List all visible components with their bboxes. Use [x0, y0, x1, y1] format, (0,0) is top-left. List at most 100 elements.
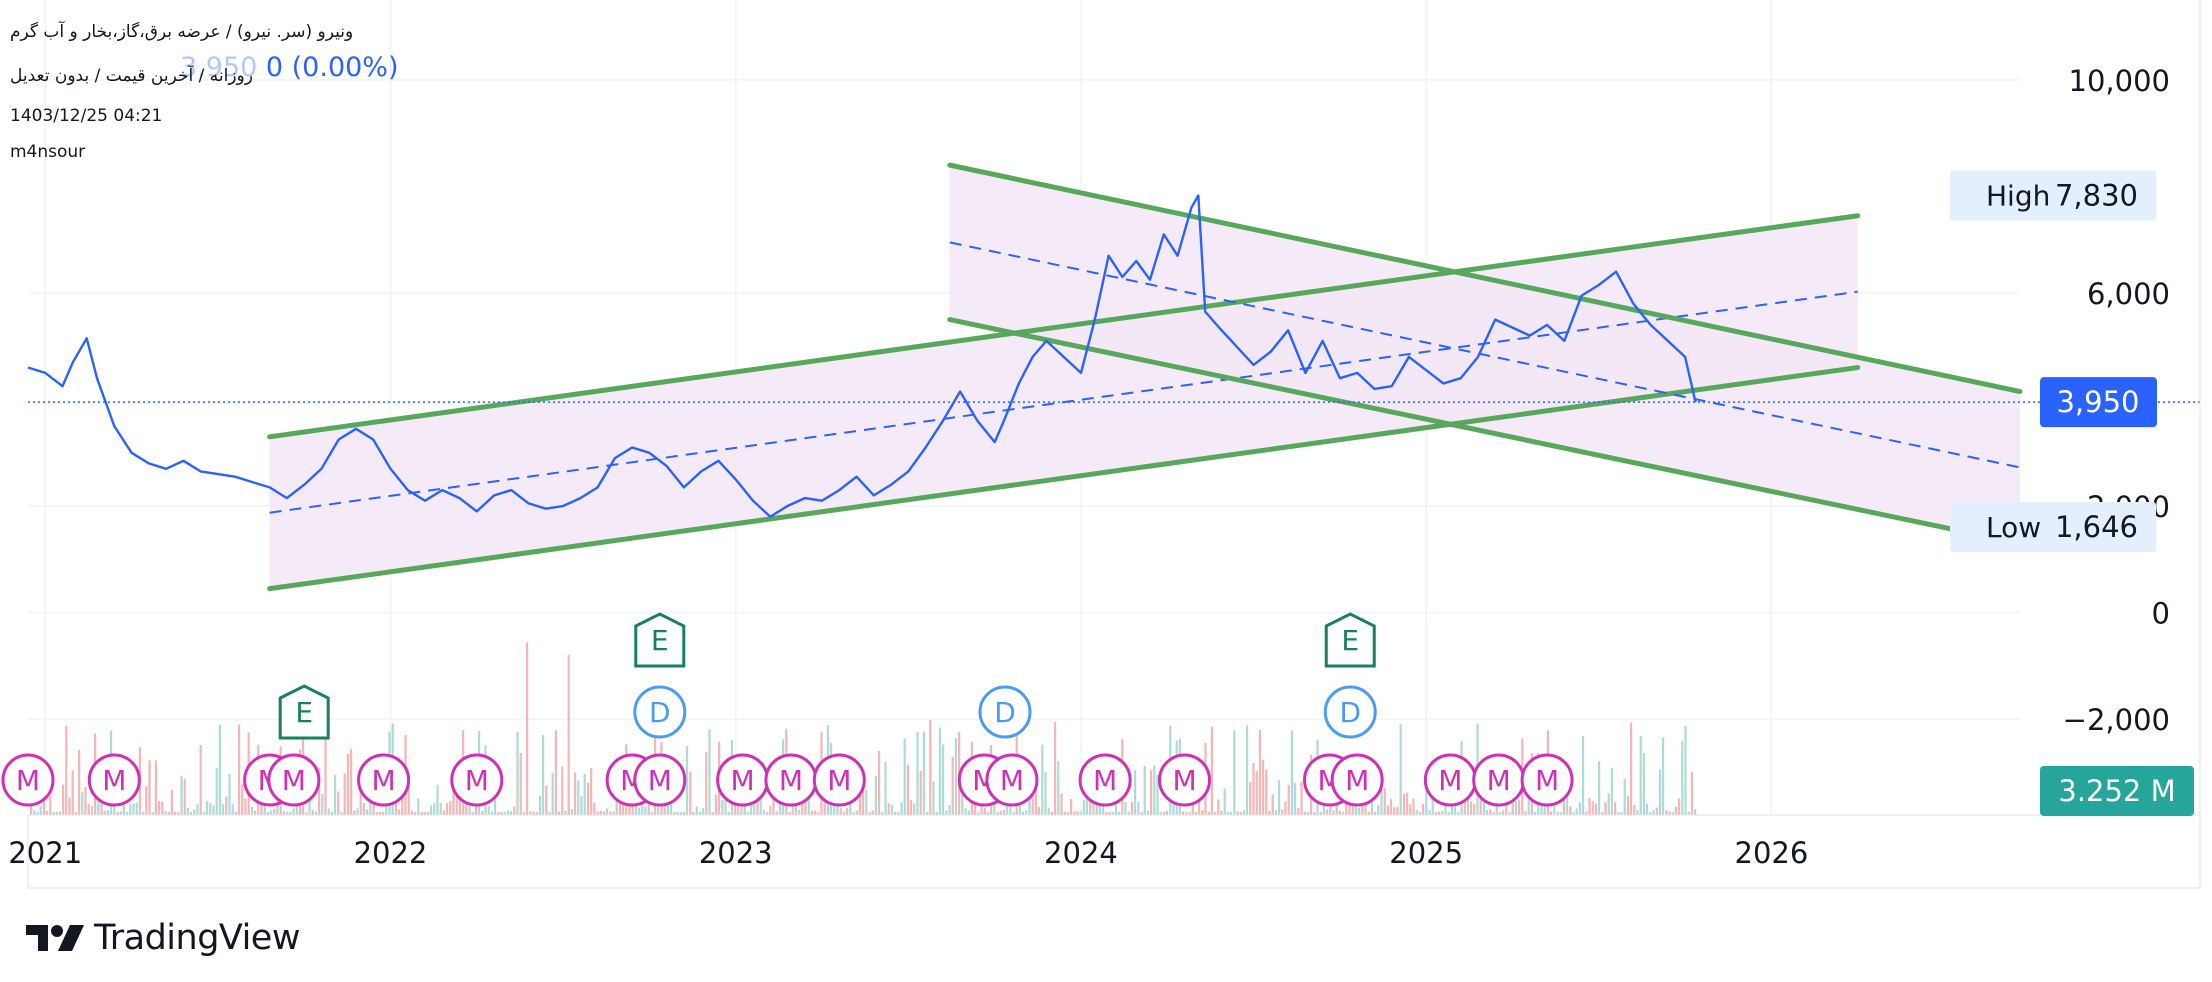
- volume-bar: [1434, 811, 1437, 815]
- meeting-marker[interactable]: M: [633, 753, 687, 807]
- dividend-marker-label: D: [994, 696, 1016, 729]
- volume-bar: [330, 811, 333, 815]
- volume-bar: [1031, 786, 1034, 815]
- volume-bar: [1646, 803, 1649, 815]
- volume-bar: [158, 801, 161, 815]
- meeting-marker[interactable]: M: [1520, 753, 1574, 807]
- meeting-marker[interactable]: M: [1330, 753, 1384, 807]
- volume-bar: [1681, 740, 1684, 815]
- volume-bar: [1345, 800, 1348, 815]
- dividend-marker[interactable]: D: [633, 685, 687, 739]
- volume-bar: [1409, 804, 1412, 815]
- meeting-marker[interactable]: M: [87, 753, 141, 807]
- volume-bar: [1361, 801, 1364, 815]
- meeting-marker[interactable]: M: [267, 753, 321, 807]
- volume-bar: [497, 811, 500, 815]
- volume-bar: [49, 796, 52, 815]
- meeting-marker[interactable]: M: [1472, 753, 1526, 807]
- earnings-marker[interactable]: E: [634, 612, 686, 668]
- volume-bar: [759, 795, 762, 815]
- trend-channels[interactable]: [267, 162, 2023, 592]
- volume-bar: [1662, 737, 1665, 815]
- meeting-marker[interactable]: M: [812, 753, 866, 807]
- volume-bar: [503, 812, 506, 815]
- volume-bar: [55, 811, 58, 815]
- volume-bar: [692, 811, 695, 815]
- volume-bar: [644, 806, 647, 815]
- volume-bar: [1233, 730, 1236, 815]
- volume-bar: [922, 731, 925, 815]
- earnings-marker[interactable]: E: [278, 684, 330, 740]
- meeting-marker[interactable]: M: [764, 753, 818, 807]
- dividend-marker[interactable]: D: [1323, 685, 1377, 739]
- volume-bar: [1690, 772, 1693, 815]
- volume-bar: [369, 795, 372, 815]
- meeting-marker-shape: [87, 753, 141, 807]
- volume-bar: [289, 811, 292, 815]
- volume-bar: [810, 810, 813, 815]
- volume-bar: [311, 810, 314, 815]
- meeting-marker[interactable]: M: [1, 753, 55, 807]
- volume-bar: [1594, 803, 1597, 815]
- volume-bar: [97, 801, 100, 815]
- meeting-marker[interactable]: M: [357, 753, 411, 807]
- y-tick-label: 6,000: [2087, 277, 2170, 311]
- volume-bar: [788, 811, 791, 815]
- volume-bar: [1540, 798, 1543, 815]
- volume-bar: [423, 811, 426, 815]
- volume-bar: [1601, 811, 1604, 815]
- dividend-marker[interactable]: D: [978, 685, 1032, 739]
- volume-bar: [676, 811, 679, 815]
- channel-2-upper-line[interactable]: [947, 162, 2023, 395]
- volume-bar: [1559, 811, 1562, 815]
- volume-bar: [615, 800, 618, 815]
- volume-bar: [570, 809, 573, 815]
- volume-bar: [1422, 803, 1425, 815]
- volume-bar: [1674, 806, 1677, 815]
- meeting-marker[interactable]: M: [1423, 753, 1477, 807]
- volume-bar: [702, 807, 705, 815]
- channel-1-lower-line[interactable]: [267, 365, 1861, 592]
- volume-bar: [574, 772, 577, 815]
- low-badge: Low 1,646: [1950, 502, 2156, 552]
- meeting-marker-label: M: [102, 764, 126, 797]
- tradingview-logo[interactable]: TradingView: [26, 918, 300, 958]
- volume-bar: [382, 811, 385, 815]
- volume-bar: [266, 811, 269, 815]
- meeting-marker[interactable]: M: [985, 753, 1039, 807]
- event-markers[interactable]: EEEDDDMMMMMMMMMMMMMMMMMMMM: [1, 612, 1574, 807]
- volume-bar: [801, 801, 804, 815]
- channel-2-lower-line[interactable]: [947, 317, 2023, 546]
- volume-bar: [1137, 802, 1140, 815]
- meeting-marker[interactable]: M: [1158, 753, 1212, 807]
- volume-bar: [1588, 798, 1591, 815]
- volume-bar: [1342, 811, 1345, 815]
- meeting-marker[interactable]: M: [450, 753, 504, 807]
- volume-bar: [532, 811, 535, 815]
- volume-bar: [942, 744, 945, 815]
- volume-bar: [231, 804, 234, 815]
- volume-bar: [1447, 811, 1450, 815]
- volume-bar: [721, 800, 724, 815]
- volume-bar: [903, 738, 906, 815]
- volume-bar: [1041, 744, 1044, 815]
- earnings-marker[interactable]: E: [1324, 612, 1376, 668]
- volume-bar: [1022, 811, 1025, 815]
- meeting-marker-label: M: [1535, 764, 1559, 797]
- volume-bar: [1511, 802, 1514, 815]
- volume-bar: [913, 803, 916, 815]
- volume-bar: [1239, 811, 1242, 815]
- volume-bar: [209, 803, 212, 815]
- volume-bar: [778, 802, 781, 815]
- volume-bar: [695, 806, 698, 815]
- volume-bar: [270, 810, 273, 815]
- volume-bar: [538, 795, 541, 815]
- volume-bar: [1518, 800, 1521, 815]
- channel-1-upper-line[interactable]: [267, 213, 1861, 440]
- volume-bar: [225, 796, 228, 815]
- volume-bar: [78, 749, 81, 815]
- meeting-marker[interactable]: M: [716, 753, 770, 807]
- meeting-marker[interactable]: M: [1078, 753, 1132, 807]
- channel-2-median-line[interactable]: [949, 241, 2021, 469]
